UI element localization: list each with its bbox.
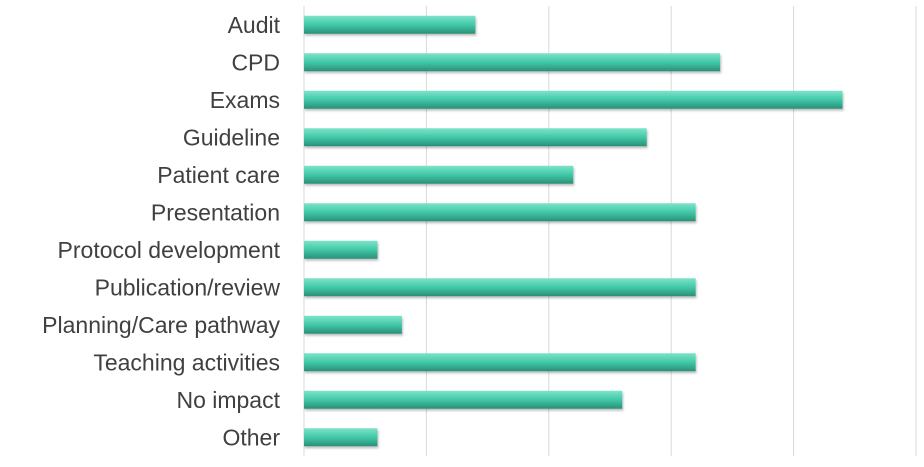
category-label: Protocol development	[58, 237, 281, 263]
bar-cpd	[304, 53, 721, 72]
category-label: Presentation	[151, 199, 280, 225]
bar-planning-care-pathway	[304, 315, 402, 334]
category-label: Teaching activities	[93, 349, 280, 375]
bar-patient-care	[304, 165, 574, 184]
bar-protocol-development	[304, 240, 378, 259]
bar-presentation	[304, 203, 696, 222]
gridlines	[303, 6, 917, 456]
bar-guideline	[304, 128, 647, 147]
bar-audit	[304, 15, 476, 34]
bars	[304, 15, 843, 447]
bar-no-impact	[304, 390, 623, 409]
category-label: Publication/review	[95, 274, 281, 300]
category-label: Exams	[210, 87, 280, 113]
bar-other	[304, 428, 378, 447]
category-label: Other	[222, 424, 280, 450]
category-labels: Audit CPD Exams Guideline Patient care Presen…	[42, 12, 280, 451]
category-label: Patient care	[157, 162, 280, 188]
bar-exams	[304, 90, 843, 109]
category-label: Audit	[228, 12, 281, 38]
category-label: Planning/Care pathway	[42, 312, 280, 338]
category-label: No impact	[176, 387, 280, 413]
category-label: Guideline	[183, 124, 280, 150]
category-label: CPD	[231, 49, 280, 75]
bar-publication-review	[304, 278, 696, 297]
bar-teaching-activities	[304, 353, 696, 372]
